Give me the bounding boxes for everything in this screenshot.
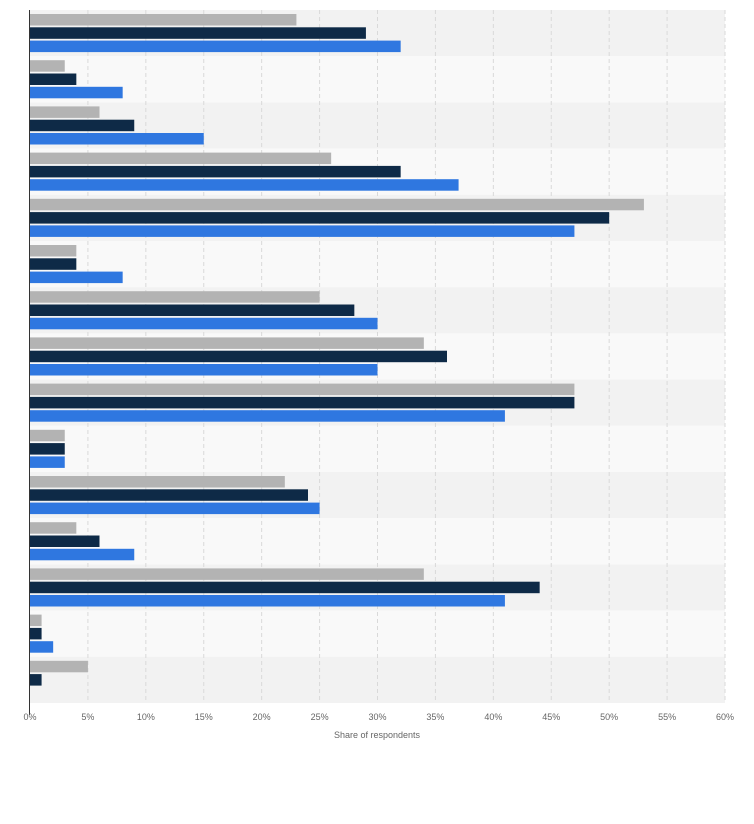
- bar[interactable]: [30, 674, 42, 686]
- bar[interactable]: [30, 595, 505, 607]
- x-tick-label: 45%: [542, 712, 560, 722]
- bar[interactable]: [30, 225, 575, 237]
- bar[interactable]: [30, 258, 77, 270]
- bars: [30, 14, 644, 686]
- bar[interactable]: [30, 502, 320, 515]
- bar[interactable]: [30, 660, 88, 673]
- x-tick-label: 15%: [195, 712, 213, 722]
- x-tick-label: 40%: [484, 712, 502, 722]
- x-tick-label: 0%: [23, 712, 36, 722]
- bar[interactable]: [30, 291, 320, 303]
- bar[interactable]: [30, 548, 135, 561]
- x-tick-label: 5%: [81, 712, 94, 722]
- bar[interactable]: [30, 476, 285, 488]
- bar[interactable]: [30, 535, 100, 548]
- x-tick-label: 20%: [253, 712, 271, 722]
- bar[interactable]: [30, 27, 366, 39]
- bar[interactable]: [30, 165, 401, 178]
- bar[interactable]: [30, 568, 424, 580]
- x-axis-label: Share of respondents: [334, 730, 421, 740]
- bar[interactable]: [30, 614, 42, 627]
- x-tick-label: 55%: [658, 712, 676, 722]
- bar[interactable]: [30, 152, 332, 165]
- bar[interactable]: [30, 119, 135, 132]
- bar[interactable]: [30, 304, 355, 317]
- bar[interactable]: [30, 106, 100, 118]
- bar[interactable]: [30, 522, 77, 534]
- bar[interactable]: [30, 245, 77, 257]
- bar[interactable]: [30, 429, 65, 442]
- bar[interactable]: [30, 73, 77, 86]
- x-tick-label: 25%: [311, 712, 329, 722]
- bar[interactable]: [30, 179, 459, 191]
- bar[interactable]: [30, 337, 424, 349]
- bar[interactable]: [30, 40, 401, 53]
- x-tick-label: 10%: [137, 712, 155, 722]
- bar[interactable]: [30, 198, 644, 211]
- x-tick-label: 30%: [368, 712, 386, 722]
- bar[interactable]: [30, 271, 123, 284]
- bar[interactable]: [30, 350, 447, 363]
- bar[interactable]: [30, 133, 204, 145]
- bar[interactable]: [30, 627, 42, 640]
- bar[interactable]: [30, 581, 540, 594]
- bar[interactable]: [30, 364, 378, 376]
- bar[interactable]: [30, 410, 505, 422]
- x-tick-label: 50%: [600, 712, 618, 722]
- bar[interactable]: [30, 641, 54, 653]
- x-tick-label: 35%: [426, 712, 444, 722]
- bar[interactable]: [30, 60, 65, 72]
- x-tick-label: 60%: [716, 712, 734, 722]
- bar[interactable]: [30, 456, 65, 468]
- bar[interactable]: [30, 443, 65, 455]
- x-tick-labels: 0% 5% 10% 15% 20% 25% 30% 35% 40% 45% 50% 55% 60%: [23, 712, 734, 722]
- bar[interactable]: [30, 86, 123, 99]
- bar[interactable]: [30, 396, 575, 409]
- bar[interactable]: [30, 489, 308, 501]
- bar[interactable]: [30, 212, 610, 224]
- bar[interactable]: [30, 383, 575, 396]
- bar[interactable]: [30, 14, 297, 26]
- bar[interactable]: [30, 317, 378, 330]
